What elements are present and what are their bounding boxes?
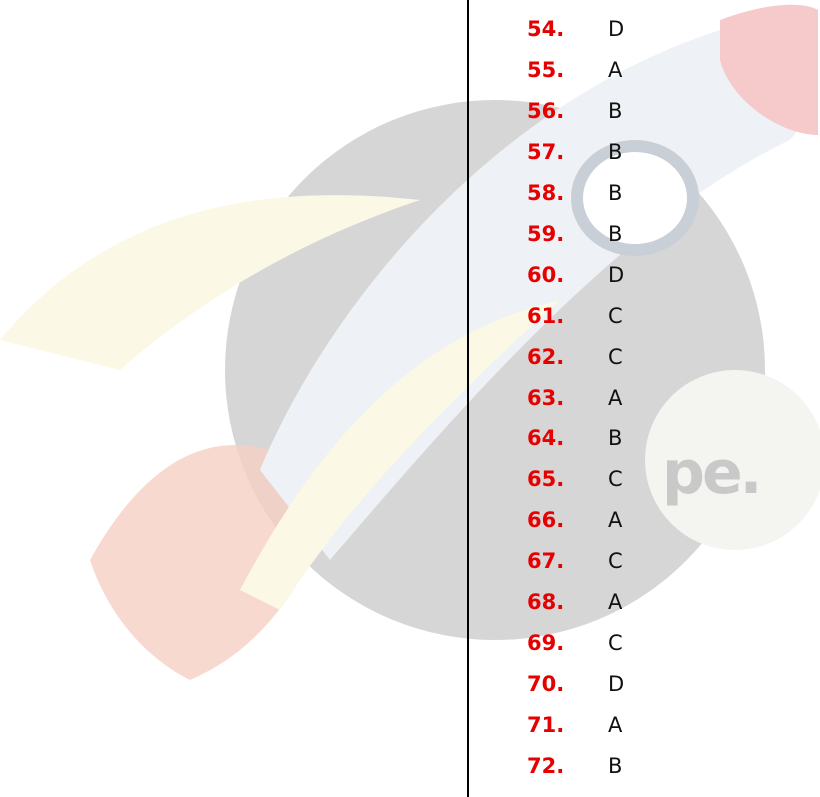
question-number: 62. [527,345,564,369]
answer-row: 65. C [0,467,820,497]
answer-row: 67. C [0,549,820,579]
answer-row: 69. C [0,631,820,661]
question-number: 63. [527,386,564,410]
answer-row: 56. B [0,99,820,129]
question-number: 56. [527,99,564,123]
answer-row: 53.C [0,0,820,6]
answer-row: 72. B [0,754,820,784]
question-number: 69. [527,631,564,655]
answer-row: 58. B [0,181,820,211]
answer-row: 60. D [0,263,820,293]
question-number: 58. [527,181,564,205]
answer-letter: B [608,99,622,123]
question-number: 66. [527,508,564,532]
answer-letter: C [608,549,623,573]
question-number: 71. [527,713,564,737]
answer-letter: A [608,590,622,614]
answer-letter: B [608,181,622,205]
answer-row: 55. A [0,58,820,88]
question-number: 59. [527,222,564,246]
answer-letter: B [608,140,622,164]
answer-letter: C [608,467,623,491]
question-number: 60. [527,263,564,287]
answer-row: 54. D [0,17,820,47]
answer-letter: C [608,631,623,655]
answer-row: 66. A [0,508,820,538]
answer-key-page: pe. 53.C54.D55.A56.B57.B58.B59.B60.D61.C… [0,0,820,797]
answer-letter: B [608,222,622,246]
answer-letter: A [608,713,622,737]
question-number: 65. [527,467,564,491]
answer-row: 63. A [0,386,820,416]
answer-letter: B [608,754,622,778]
question-number: 64. [527,426,564,450]
answer-letter: D [608,672,624,696]
answer-row: 68. A [0,590,820,620]
answer-row: 64. B [0,426,820,456]
question-number: 67. [527,549,564,573]
answer-letter: C [608,345,623,369]
question-number: 70. [527,672,564,696]
answer-row: 59. B [0,222,820,252]
answer-row: 70. D [0,672,820,702]
answer-letter: A [608,58,622,82]
question-number: 72. [527,754,564,778]
question-number: 57. [527,140,564,164]
question-number: 68. [527,590,564,614]
answer-row: 57. B [0,140,820,170]
answer-letter: A [608,386,622,410]
answer-letter: D [608,263,624,287]
answer-row: 71. A [0,713,820,743]
answer-letter: C [608,304,623,328]
question-number: 55. [527,58,564,82]
answer-row: 61. C [0,304,820,334]
answer-letter: D [608,17,624,41]
question-number: 61. [527,304,564,328]
question-number: 54. [527,17,564,41]
answer-row: 62. C [0,345,820,375]
answer-letter: A [608,508,622,532]
answer-letter: B [608,426,622,450]
